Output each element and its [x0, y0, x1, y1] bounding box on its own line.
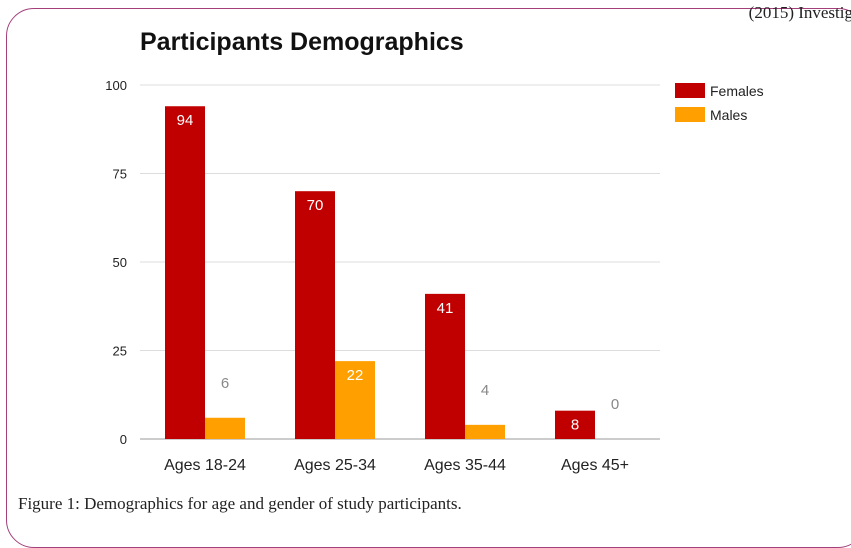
y-tick-label: 0: [120, 432, 127, 447]
bars: [165, 106, 595, 440]
data-labels: 94 6 70 22 41 4 8 0: [177, 112, 620, 433]
bar-females-1: [295, 191, 335, 439]
chart-title: Participants Demographics: [140, 28, 464, 56]
legend-label-females: Females: [710, 83, 764, 99]
x-category-label: Ages 25-34: [294, 457, 376, 474]
bar-males-2: [465, 424, 505, 439]
legend-swatch-females: [675, 83, 705, 98]
figure-caption: Figure 1: Demographics for age and gende…: [18, 494, 462, 513]
bar-females-0: [165, 106, 205, 440]
data-label-males-0: 6: [221, 375, 229, 392]
y-axis-ticks: 0 25 50 75 100: [105, 78, 127, 447]
y-tick-label: 100: [105, 78, 127, 93]
data-label-males-1: 22: [347, 367, 364, 384]
data-label-females-2: 41: [437, 300, 454, 317]
bar-males-0: [205, 417, 245, 439]
data-label-males-2: 4: [481, 382, 489, 399]
legend-label-males: Males: [710, 107, 747, 123]
chart-svg: Participants Demographics 0 25 50 75 100 94 6…: [105, 28, 764, 474]
legend: Females Males: [675, 83, 764, 123]
x-axis-categories: Ages 18-24 Ages 25-34 Ages 35-44 Ages 45+: [164, 457, 629, 474]
x-category-label: Ages 45+: [561, 457, 629, 474]
data-label-females-3: 8: [571, 417, 579, 434]
y-tick-label: 75: [113, 167, 127, 182]
data-label-females-1: 70: [307, 197, 324, 214]
data-label-males-3: 0: [611, 396, 619, 413]
x-category-label: Ages 35-44: [424, 457, 506, 474]
y-tick-label: 25: [113, 344, 127, 359]
bar-females-3: [555, 410, 595, 439]
y-tick-label: 50: [113, 255, 127, 270]
legend-swatch-males: [675, 107, 705, 122]
x-category-label: Ages 18-24: [164, 457, 246, 474]
header-cut-text: (2015) Investig: [748, 3, 851, 22]
data-label-females-0: 94: [177, 112, 194, 129]
bar-males-1: [335, 361, 375, 439]
grid-lines: [140, 84, 660, 440]
bar-females-2: [425, 293, 465, 439]
